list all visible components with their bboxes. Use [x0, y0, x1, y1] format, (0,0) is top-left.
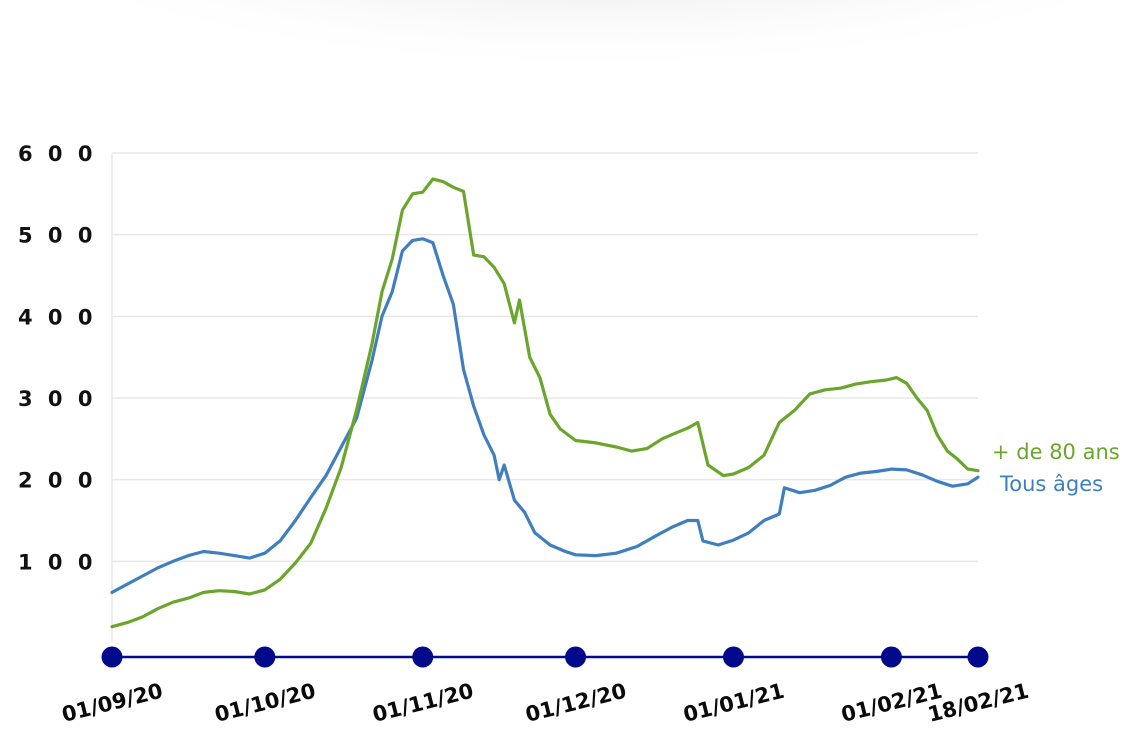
- x-axis-timeline: [101, 646, 989, 668]
- x-tick-label: 01/10/20: [212, 679, 318, 727]
- series-lines: [110, 177, 980, 629]
- series-line: [110, 177, 980, 629]
- timeline-dot: [722, 646, 744, 668]
- timeline-dot: [412, 646, 434, 668]
- series-end-label: Tous âges: [999, 472, 1103, 496]
- y-tick-label: 4 0 0: [18, 305, 96, 329]
- x-axis-ticks: 01/09/20 01/10/20 01/11/20 01/12/20 01/01/21…: [59, 679, 1031, 727]
- y-tick-label: 5 0 0: [18, 224, 96, 248]
- timeline-dot: [101, 646, 123, 668]
- x-tick-label: 01/09/20: [59, 679, 165, 727]
- y-axis-ticks: 1 0 0 2 0 0 3 0 0 4 0 0 5 0 0 6 0 0: [18, 142, 96, 574]
- x-tick-label: 18/02/21: [925, 679, 1031, 727]
- y-tick-label: 1 0 0: [18, 550, 96, 574]
- x-tick-label: 01/01/21: [681, 679, 787, 727]
- timeline-dot: [254, 646, 276, 668]
- y-tick-label: 6 0 0: [18, 142, 96, 166]
- decorative-shadow: [130, 0, 1070, 145]
- y-tick-label: 2 0 0: [18, 469, 96, 493]
- timeline-dot: [880, 646, 902, 668]
- series-labels: + de 80 ans Tous âges: [992, 440, 1120, 496]
- series-line: [110, 237, 980, 594]
- timeline-dot: [967, 646, 989, 668]
- x-tick-label: 01/12/20: [523, 679, 629, 727]
- series-end-label: + de 80 ans: [992, 440, 1120, 464]
- timeline-dot: [565, 646, 587, 668]
- y-tick-label: 3 0 0: [18, 387, 96, 411]
- x-tick-label: 01/11/20: [370, 679, 476, 727]
